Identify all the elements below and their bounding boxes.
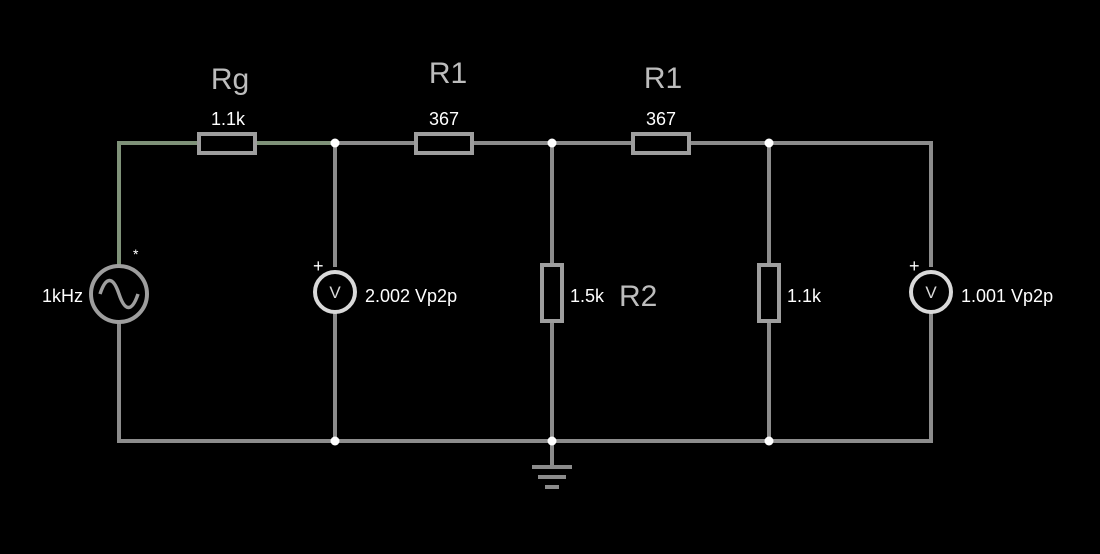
rload-value-label: 1.1k <box>787 286 822 306</box>
r2-value-label: 1.5k <box>570 286 605 306</box>
junction-node[interactable] <box>547 436 557 446</box>
source-frequency-label: 1kHz <box>42 286 83 306</box>
voltmeter-right-reading: 1.001 Vp2p <box>961 286 1053 306</box>
resistor-r2[interactable] <box>540 263 564 323</box>
r1-b-value-label: 367 <box>646 109 676 129</box>
wire-source-to-rg[interactable] <box>117 141 201 267</box>
voltmeter-right[interactable]: V <box>909 270 953 314</box>
sine-wave-icon <box>98 278 140 310</box>
r1-a-value-label: 367 <box>429 109 459 129</box>
rg-name-label: Rg <box>211 63 249 96</box>
r2-name-label: R2 <box>619 280 657 313</box>
r1-a-name-label: R1 <box>429 57 467 90</box>
wires <box>117 141 933 468</box>
junction-node[interactable] <box>764 436 774 446</box>
ac-source[interactable] <box>89 264 149 324</box>
r1-b-name-label: R1 <box>644 62 682 95</box>
voltmeter-left-polarity: + <box>313 256 324 276</box>
voltmeter-right-symbol: V <box>925 283 937 302</box>
voltmeter-left[interactable]: V <box>313 270 357 314</box>
voltmeter-left-reading: 2.002 Vp2p <box>365 286 457 306</box>
junction-node[interactable] <box>547 138 557 148</box>
voltmeter-icon <box>313 270 357 314</box>
resistor-r1-a[interactable] <box>414 132 474 155</box>
voltmeter-icon <box>909 270 953 314</box>
voltmeter-left-symbol: V <box>329 283 341 302</box>
resistor-load[interactable] <box>757 263 781 323</box>
voltmeter-right-polarity: + <box>909 256 920 276</box>
junction-nodes <box>330 138 774 446</box>
rg-value-label: 1.1k <box>211 109 246 129</box>
wire-node3-to-right-meter[interactable] <box>767 141 933 267</box>
source-marker: * <box>133 246 139 262</box>
resistor-rg[interactable] <box>197 132 257 155</box>
resistor-r1-b[interactable] <box>631 132 691 155</box>
junction-node[interactable] <box>764 138 774 148</box>
ground-icon[interactable] <box>532 465 572 489</box>
junction-node[interactable] <box>330 436 340 446</box>
junction-node[interactable] <box>330 138 340 148</box>
